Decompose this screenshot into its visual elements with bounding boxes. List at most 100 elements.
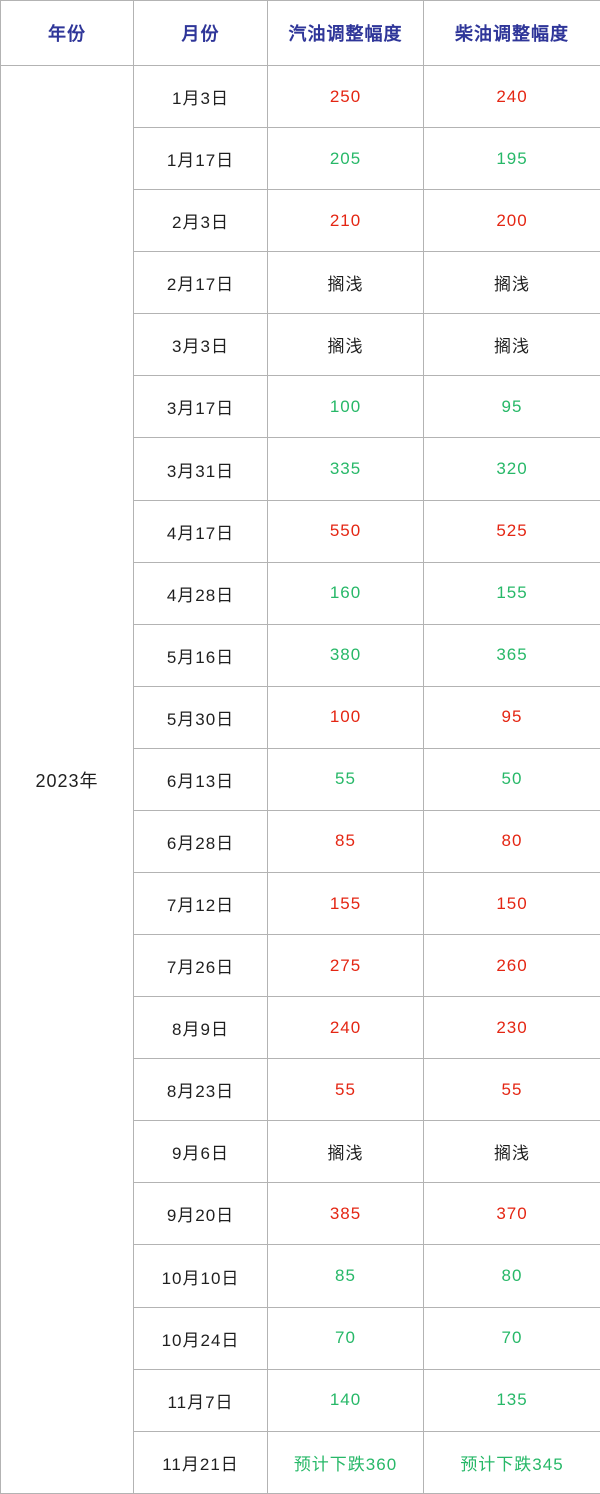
date-cell: 5月30日 <box>133 685 268 749</box>
diesel-value-cell: 70 <box>423 1306 600 1370</box>
gasoline-value-cell: 85 <box>267 809 424 874</box>
date-cell: 8月9日 <box>133 996 268 1060</box>
gasoline-value-cell: 155 <box>267 872 424 936</box>
diesel-value-cell: 预计下跌345 <box>423 1430 600 1494</box>
diesel-value-cell: 搁浅 <box>423 251 600 315</box>
date-cell: 9月20日 <box>133 1182 268 1246</box>
gasoline-value-cell: 250 <box>267 64 424 129</box>
table-row: 5月30日 100 95 <box>1 685 600 749</box>
diesel-value-cell: 95 <box>423 685 600 749</box>
date-cell: 7月26日 <box>133 934 268 998</box>
gasoline-value-cell: 335 <box>267 437 424 501</box>
table-row: 7月12日 155 150 <box>1 872 600 936</box>
date-cell: 1月17日 <box>133 127 268 191</box>
date-cell: 3月3日 <box>133 313 268 377</box>
diesel-value-cell: 搁浅 <box>423 1120 600 1184</box>
header-month: 月份 <box>133 0 268 66</box>
date-cell: 1月3日 <box>133 64 268 129</box>
gasoline-value-cell: 预计下跌360 <box>267 1430 424 1494</box>
table-row: 4月28日 160 155 <box>1 561 600 625</box>
date-cell: 9月6日 <box>133 1120 268 1184</box>
table-row: 11月21日 预计下跌360 预计下跌345 <box>1 1430 600 1494</box>
diesel-value-cell: 50 <box>423 747 600 811</box>
date-cell: 8月23日 <box>133 1058 268 1122</box>
date-cell: 4月28日 <box>133 561 268 625</box>
date-cell: 2月17日 <box>133 251 268 315</box>
date-cell: 3月17日 <box>133 375 268 439</box>
gasoline-value-cell: 55 <box>267 747 424 811</box>
table-row: 5月16日 380 365 <box>1 623 600 687</box>
date-cell: 7月12日 <box>133 872 268 936</box>
header-row: 年份 月份 汽油调整幅度 柴油调整幅度 <box>0 0 600 66</box>
diesel-value-cell: 155 <box>423 561 600 625</box>
diesel-value-cell: 195 <box>423 127 600 191</box>
table-row: 3月17日 100 95 <box>1 375 600 439</box>
diesel-value-cell: 搁浅 <box>423 313 600 377</box>
header-gasoline-adjustment: 汽油调整幅度 <box>267 0 424 66</box>
table-row: 10月24日 70 70 <box>1 1306 600 1370</box>
gasoline-value-cell: 85 <box>267 1244 424 1308</box>
gasoline-value-cell: 210 <box>267 189 424 253</box>
gasoline-value-cell: 55 <box>267 1058 424 1122</box>
gasoline-value-cell: 搁浅 <box>267 1120 424 1184</box>
gasoline-value-cell: 240 <box>267 996 424 1060</box>
date-cell: 3月31日 <box>133 437 268 501</box>
table-row: 3月31日 335 320 <box>1 437 600 501</box>
table-row: 1月17日 205 195 <box>1 127 600 191</box>
date-cell: 6月13日 <box>133 747 268 811</box>
date-cell: 2月3日 <box>133 189 268 253</box>
gasoline-value-cell: 205 <box>267 127 424 191</box>
table-body: 2023年 1月3日 250 240 1月17日 205 195 2月3日 210 200 2月17… <box>0 64 600 1494</box>
table-row: 11月7日 140 135 <box>1 1368 600 1432</box>
diesel-value-cell: 240 <box>423 64 600 129</box>
diesel-value-cell: 260 <box>423 934 600 998</box>
diesel-value-cell: 365 <box>423 623 600 687</box>
gasoline-value-cell: 385 <box>267 1182 424 1246</box>
header-year: 年份 <box>0 0 134 66</box>
gasoline-value-cell: 70 <box>267 1306 424 1370</box>
gasoline-value-cell: 140 <box>267 1368 424 1432</box>
gasoline-value-cell: 160 <box>267 561 424 625</box>
diesel-value-cell: 525 <box>423 499 600 563</box>
date-cell: 11月7日 <box>133 1368 268 1432</box>
gasoline-value-cell: 搁浅 <box>267 251 424 315</box>
table-row: 6月28日 85 80 <box>1 809 600 874</box>
table-row: 2月3日 210 200 <box>1 189 600 253</box>
table-row: 9月6日 搁浅 搁浅 <box>1 1120 600 1184</box>
table-row: 8月23日 55 55 <box>1 1058 600 1122</box>
table-row: 2月17日 搁浅 搁浅 <box>1 251 600 315</box>
table-row: 4月17日 550 525 <box>1 499 600 563</box>
diesel-value-cell: 55 <box>423 1058 600 1122</box>
date-cell: 10月24日 <box>133 1306 268 1370</box>
gasoline-value-cell: 100 <box>267 375 424 439</box>
diesel-value-cell: 95 <box>423 375 600 439</box>
gasoline-value-cell: 100 <box>267 685 424 749</box>
diesel-value-cell: 80 <box>423 809 600 874</box>
gasoline-value-cell: 550 <box>267 499 424 563</box>
table-row: 10月10日 85 80 <box>1 1244 600 1308</box>
header-diesel-adjustment: 柴油调整幅度 <box>423 0 600 66</box>
table-row: 2023年 1月3日 250 240 <box>0 64 600 1494</box>
table-row: 7月26日 275 260 <box>1 934 600 998</box>
table-row: 6月13日 55 50 <box>1 747 600 811</box>
date-cell: 5月16日 <box>133 623 268 687</box>
gasoline-value-cell: 380 <box>267 623 424 687</box>
year-cell: 2023年 <box>0 65 134 1494</box>
diesel-value-cell: 150 <box>423 872 600 936</box>
diesel-value-cell: 370 <box>423 1182 600 1246</box>
table-row: 3月3日 搁浅 搁浅 <box>1 313 600 377</box>
diesel-value-cell: 135 <box>423 1368 600 1432</box>
table-row: 9月20日 385 370 <box>1 1182 600 1246</box>
diesel-value-cell: 230 <box>423 996 600 1060</box>
date-cell: 11月21日 <box>133 1430 268 1494</box>
date-cell: 4月17日 <box>133 499 268 563</box>
date-cell: 10月10日 <box>133 1244 268 1308</box>
diesel-value-cell: 320 <box>423 437 600 501</box>
diesel-value-cell: 200 <box>423 189 600 253</box>
gasoline-value-cell: 搁浅 <box>267 313 424 377</box>
gasoline-value-cell: 275 <box>267 934 424 998</box>
date-cell: 6月28日 <box>133 809 268 874</box>
table-header: 年份 月份 汽油调整幅度 柴油调整幅度 <box>0 0 600 66</box>
